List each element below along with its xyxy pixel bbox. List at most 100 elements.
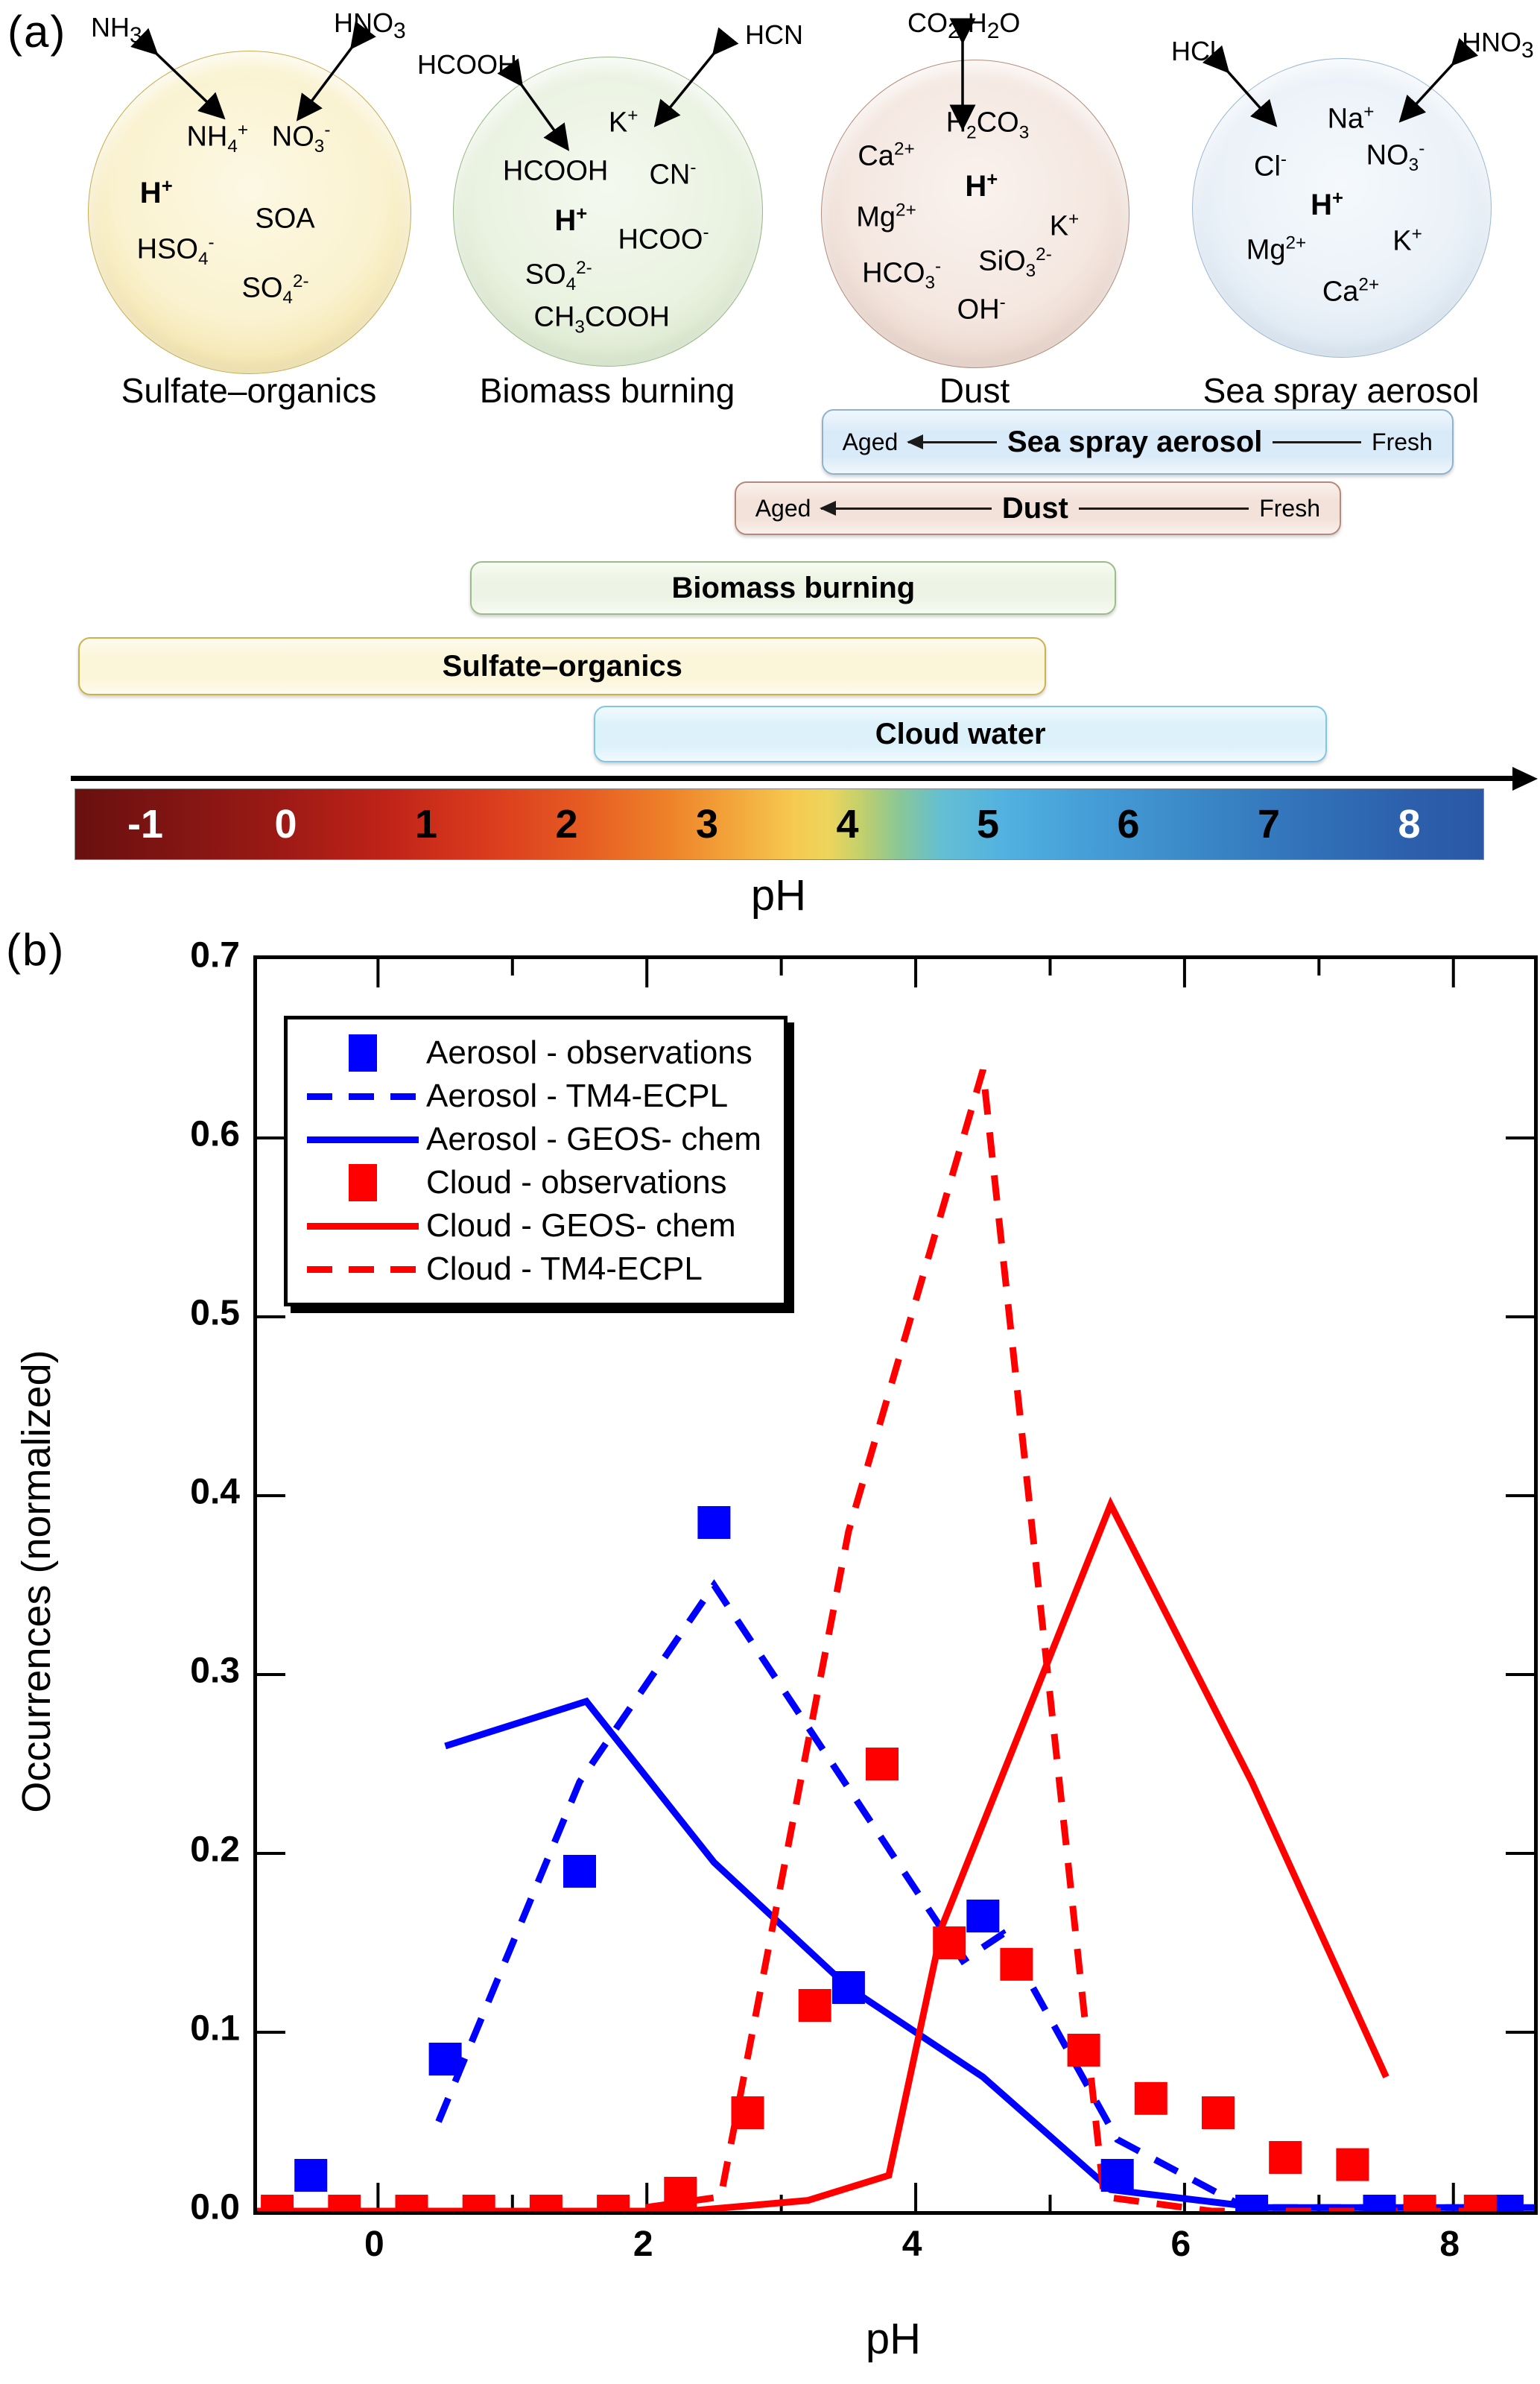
ph-bar-title: Sea spray aerosol	[1007, 425, 1263, 458]
ph-axis-arrow	[71, 776, 1516, 781]
chemical-species: SOA	[255, 203, 315, 235]
ph-bar-title: Sulfate–organics	[442, 649, 682, 683]
legend-square-marker	[300, 1034, 426, 1072]
ph-color-scale: -1 0 1 2 3 4 5 6 7 8	[75, 788, 1484, 860]
chart-plot: Aerosol - observations Aerosol - TM4-ECPL…	[253, 955, 1538, 2215]
legend-square	[349, 1164, 377, 1201]
exchange-arrow	[1398, 37, 1479, 123]
data-point	[1134, 2081, 1167, 2115]
chemical-species: H+	[965, 168, 998, 203]
chemical-species: SO42-	[525, 257, 592, 295]
aerosol-type-name: Sulfate–organics	[121, 371, 377, 410]
legend-item: Cloud - TM4-ECPL	[300, 1248, 761, 1291]
data-point	[395, 2195, 428, 2211]
chemical-species: Ca2+	[1322, 274, 1380, 308]
ph-range-bar-dust: Aged Dust Fresh	[734, 481, 1341, 535]
data-point	[294, 2159, 328, 2192]
series-points-aerosol-observations	[294, 1506, 1524, 2211]
data-point	[831, 1971, 865, 2004]
gas-label: HCN	[745, 19, 803, 50]
legend-line-marker	[300, 1222, 426, 1230]
series-points-cloud-observations	[261, 1748, 1497, 2211]
chemical-species: SO42-	[241, 271, 309, 308]
legend-item-label: Aerosol - observations	[426, 1034, 752, 1071]
ph-range-bar-sulfate-organics: Sulfate–organics	[78, 637, 1047, 695]
chemical-species: OH-	[957, 292, 1006, 326]
legend-dashed-line	[307, 1093, 419, 1100]
legend-item: Aerosol - TM4-ECPL	[300, 1075, 761, 1118]
y-tick-label: 0.3	[190, 1651, 240, 1691]
chemical-species: H+	[1311, 187, 1343, 222]
legend-solid-line	[307, 1136, 419, 1143]
ph-tick: 5	[976, 802, 1000, 847]
aged-arrow-line	[820, 500, 992, 516]
ph-tick: -1	[127, 802, 164, 847]
exchange-arrow	[130, 28, 226, 120]
chemical-species: Mg2+	[1246, 233, 1307, 266]
data-point	[1202, 2096, 1235, 2129]
data-point	[933, 1926, 966, 1959]
data-point	[563, 1855, 596, 1888]
exchange-arrow	[296, 21, 376, 121]
chemical-species: H+	[139, 175, 173, 210]
aerosol-type-name: Biomass burning	[479, 371, 735, 410]
exchange-arrow	[653, 27, 739, 127]
legend-item: Aerosol - GEOS- chem	[300, 1118, 761, 1161]
x-axis-title: pH	[865, 2315, 922, 2363]
y-tick-label: 0.4	[190, 1472, 240, 1512]
chart-legend: Aerosol - observations Aerosol - TM4-ECPL…	[284, 1016, 788, 1306]
chemical-species: NO3-	[271, 119, 331, 156]
legend-line-marker	[300, 1136, 426, 1143]
ph-tick: 2	[555, 802, 578, 847]
legend-item-label: Cloud - observations	[426, 1164, 727, 1201]
series-line-aerosol-geos-chem	[444, 1697, 1534, 2211]
chemical-species: SiO32-	[978, 244, 1052, 282]
data-point	[1235, 2195, 1269, 2211]
data-point	[1000, 1947, 1033, 1981]
exchange-arrow	[497, 58, 570, 151]
legend-item-label: Cloud - GEOS- chem	[426, 1207, 736, 1244]
fresh-line	[1273, 440, 1362, 443]
chemical-species: Cl-	[1254, 149, 1287, 183]
y-tick-label: 0.5	[190, 1293, 240, 1333]
chemical-species: K+	[1392, 224, 1422, 257]
exchange-arrow	[1202, 45, 1278, 127]
panel-label-a: (a)	[7, 7, 67, 57]
data-point	[1067, 2034, 1100, 2067]
legend-dashed-line	[307, 1265, 419, 1273]
data-point	[261, 2195, 294, 2211]
data-point	[529, 2195, 563, 2211]
x-tick-label: 6	[1170, 2225, 1191, 2264]
ph-tick: 1	[414, 802, 438, 847]
data-point	[428, 2043, 462, 2075]
ph-range-bar-sea-spray-aerosol: Aged Sea spray aerosol Fresh	[821, 409, 1454, 475]
ph-range-bar-biomass-burning: Biomass burning	[470, 561, 1117, 615]
x-tick-label: 4	[901, 2225, 922, 2264]
data-point	[1463, 2195, 1497, 2211]
legend-square	[349, 1034, 377, 1072]
y-tick-label: 0.1	[190, 2008, 240, 2049]
ph-tick: 0	[274, 802, 297, 847]
ph-range-bar-cloud-water: Cloud water	[594, 706, 1328, 762]
ph-tick: 7	[1257, 802, 1281, 847]
chemical-species: NO3-	[1366, 138, 1425, 176]
legend-item: Aerosol - observations	[300, 1031, 761, 1075]
chart-canvas	[257, 959, 1534, 2211]
y-axis-title: Occurrences (normalized)	[14, 1350, 59, 1813]
data-point	[597, 2195, 630, 2211]
chemical-species: K+	[608, 105, 639, 139]
data-point	[866, 1748, 899, 1780]
aerosol-type-name: Dust	[939, 371, 1010, 410]
data-point	[1490, 2195, 1524, 2211]
data-point	[1336, 2148, 1369, 2181]
legend-item-label: Aerosol - TM4-ECPL	[426, 1078, 729, 1114]
x-tick-label: 2	[633, 2225, 653, 2264]
data-point	[731, 2096, 764, 2129]
series-line-aerosol-tm4-ecpl	[435, 1578, 1521, 2211]
data-point	[1100, 2159, 1134, 2192]
chemical-species: Ca2+	[858, 139, 915, 172]
panel-label-b: (b)	[6, 925, 66, 975]
data-point	[328, 2195, 361, 2211]
ph-bar-title: Dust	[1001, 491, 1068, 525]
